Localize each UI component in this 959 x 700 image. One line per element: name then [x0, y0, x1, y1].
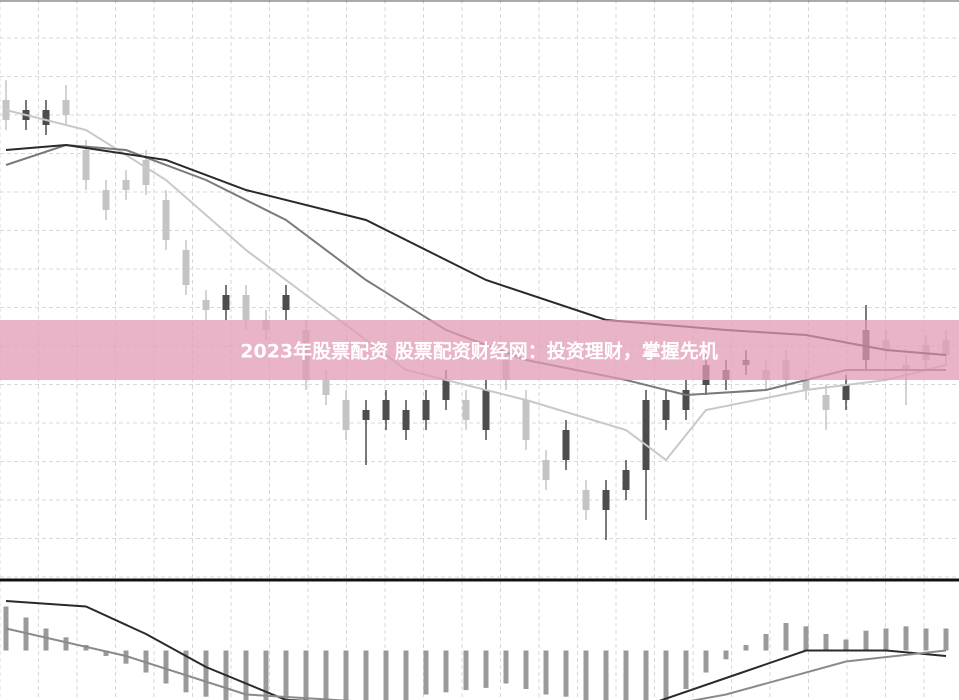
price-panel — [2, 80, 950, 540]
macd-bar — [663, 650, 669, 700]
candle-body — [362, 410, 370, 420]
candle-body — [342, 400, 350, 430]
candle-body — [242, 295, 250, 320]
candle-body — [662, 400, 670, 420]
macd-bar — [123, 650, 129, 664]
macd-bar — [803, 626, 809, 651]
macd-bar — [183, 650, 189, 693]
macd-bar — [443, 650, 449, 693]
macd-bar — [543, 650, 549, 695]
banner-title: 2023年股票配资 股票配资财经网：投资理财，掌握先机 — [240, 340, 718, 363]
candle-body — [602, 490, 610, 510]
macd-bar — [243, 650, 249, 700]
macd-bar — [303, 650, 309, 700]
macd-line — [5, 627, 947, 700]
candle-body — [582, 490, 590, 510]
candle-body — [822, 395, 830, 410]
candle-body — [82, 150, 90, 180]
candle-body — [522, 400, 530, 440]
macd-bar — [423, 650, 429, 695]
candle-body — [622, 470, 630, 490]
macd-bar — [863, 630, 869, 651]
macd-bar — [463, 650, 469, 691]
macd-bar — [603, 650, 609, 700]
macd-bar — [923, 628, 929, 651]
macd-bar — [403, 650, 409, 700]
macd-panel — [3, 600, 949, 700]
macd-bar — [563, 650, 569, 697]
macd-bar — [723, 650, 729, 660]
candle-body — [142, 160, 150, 185]
candle-body — [402, 410, 410, 430]
macd-bar — [343, 650, 349, 700]
macd-bar — [383, 650, 389, 700]
banner: 2023年股票配资 股票配资财经网：投资理财，掌握先机 — [0, 320, 959, 380]
candle-body — [282, 295, 290, 310]
candle-body — [102, 190, 110, 210]
macd-bar — [63, 637, 69, 651]
macd-bar — [203, 650, 209, 697]
macd-bar — [823, 634, 829, 651]
macd-line — [5, 600, 947, 700]
macd-bar — [943, 628, 949, 651]
macd-bar — [883, 628, 889, 651]
macd-bar — [583, 650, 589, 700]
candle-body — [202, 300, 210, 310]
moving-average — [5, 109, 947, 462]
candle-body — [542, 460, 550, 480]
macd-bar — [763, 634, 769, 651]
candle-body — [222, 295, 230, 310]
macd-bar — [843, 639, 849, 651]
candle-body — [802, 380, 810, 390]
macd-bar — [263, 650, 269, 700]
macd-bar — [523, 650, 529, 689]
macd-bar — [163, 650, 169, 684]
candle-body — [482, 390, 490, 430]
candle-body — [682, 390, 690, 410]
candle-body — [122, 180, 130, 190]
candle-body — [562, 430, 570, 460]
candle-body — [422, 400, 430, 420]
candle-body — [182, 250, 190, 285]
macd-bar — [503, 650, 509, 684]
candle-body — [322, 380, 330, 395]
candle-body — [842, 385, 850, 400]
macd-bar — [323, 650, 329, 700]
macd-bar — [363, 650, 369, 700]
candle-body — [442, 380, 450, 400]
macd-bar — [483, 650, 489, 688]
candle-body — [162, 200, 170, 240]
candle-body — [42, 110, 50, 125]
macd-bar — [623, 650, 629, 700]
macd-bar — [743, 645, 749, 651]
candle-body — [642, 400, 650, 470]
macd-bar — [683, 650, 689, 689]
macd-bar — [283, 650, 289, 700]
macd-bar — [703, 650, 709, 673]
macd-bar — [43, 628, 49, 651]
macd-bar — [903, 626, 909, 651]
candle-body — [62, 100, 70, 115]
macd-bar — [643, 650, 649, 700]
macd-bar — [783, 623, 789, 651]
macd-bar — [103, 650, 109, 656]
banner-background — [0, 320, 959, 380]
candle-body — [382, 400, 390, 420]
candle-body — [462, 400, 470, 420]
